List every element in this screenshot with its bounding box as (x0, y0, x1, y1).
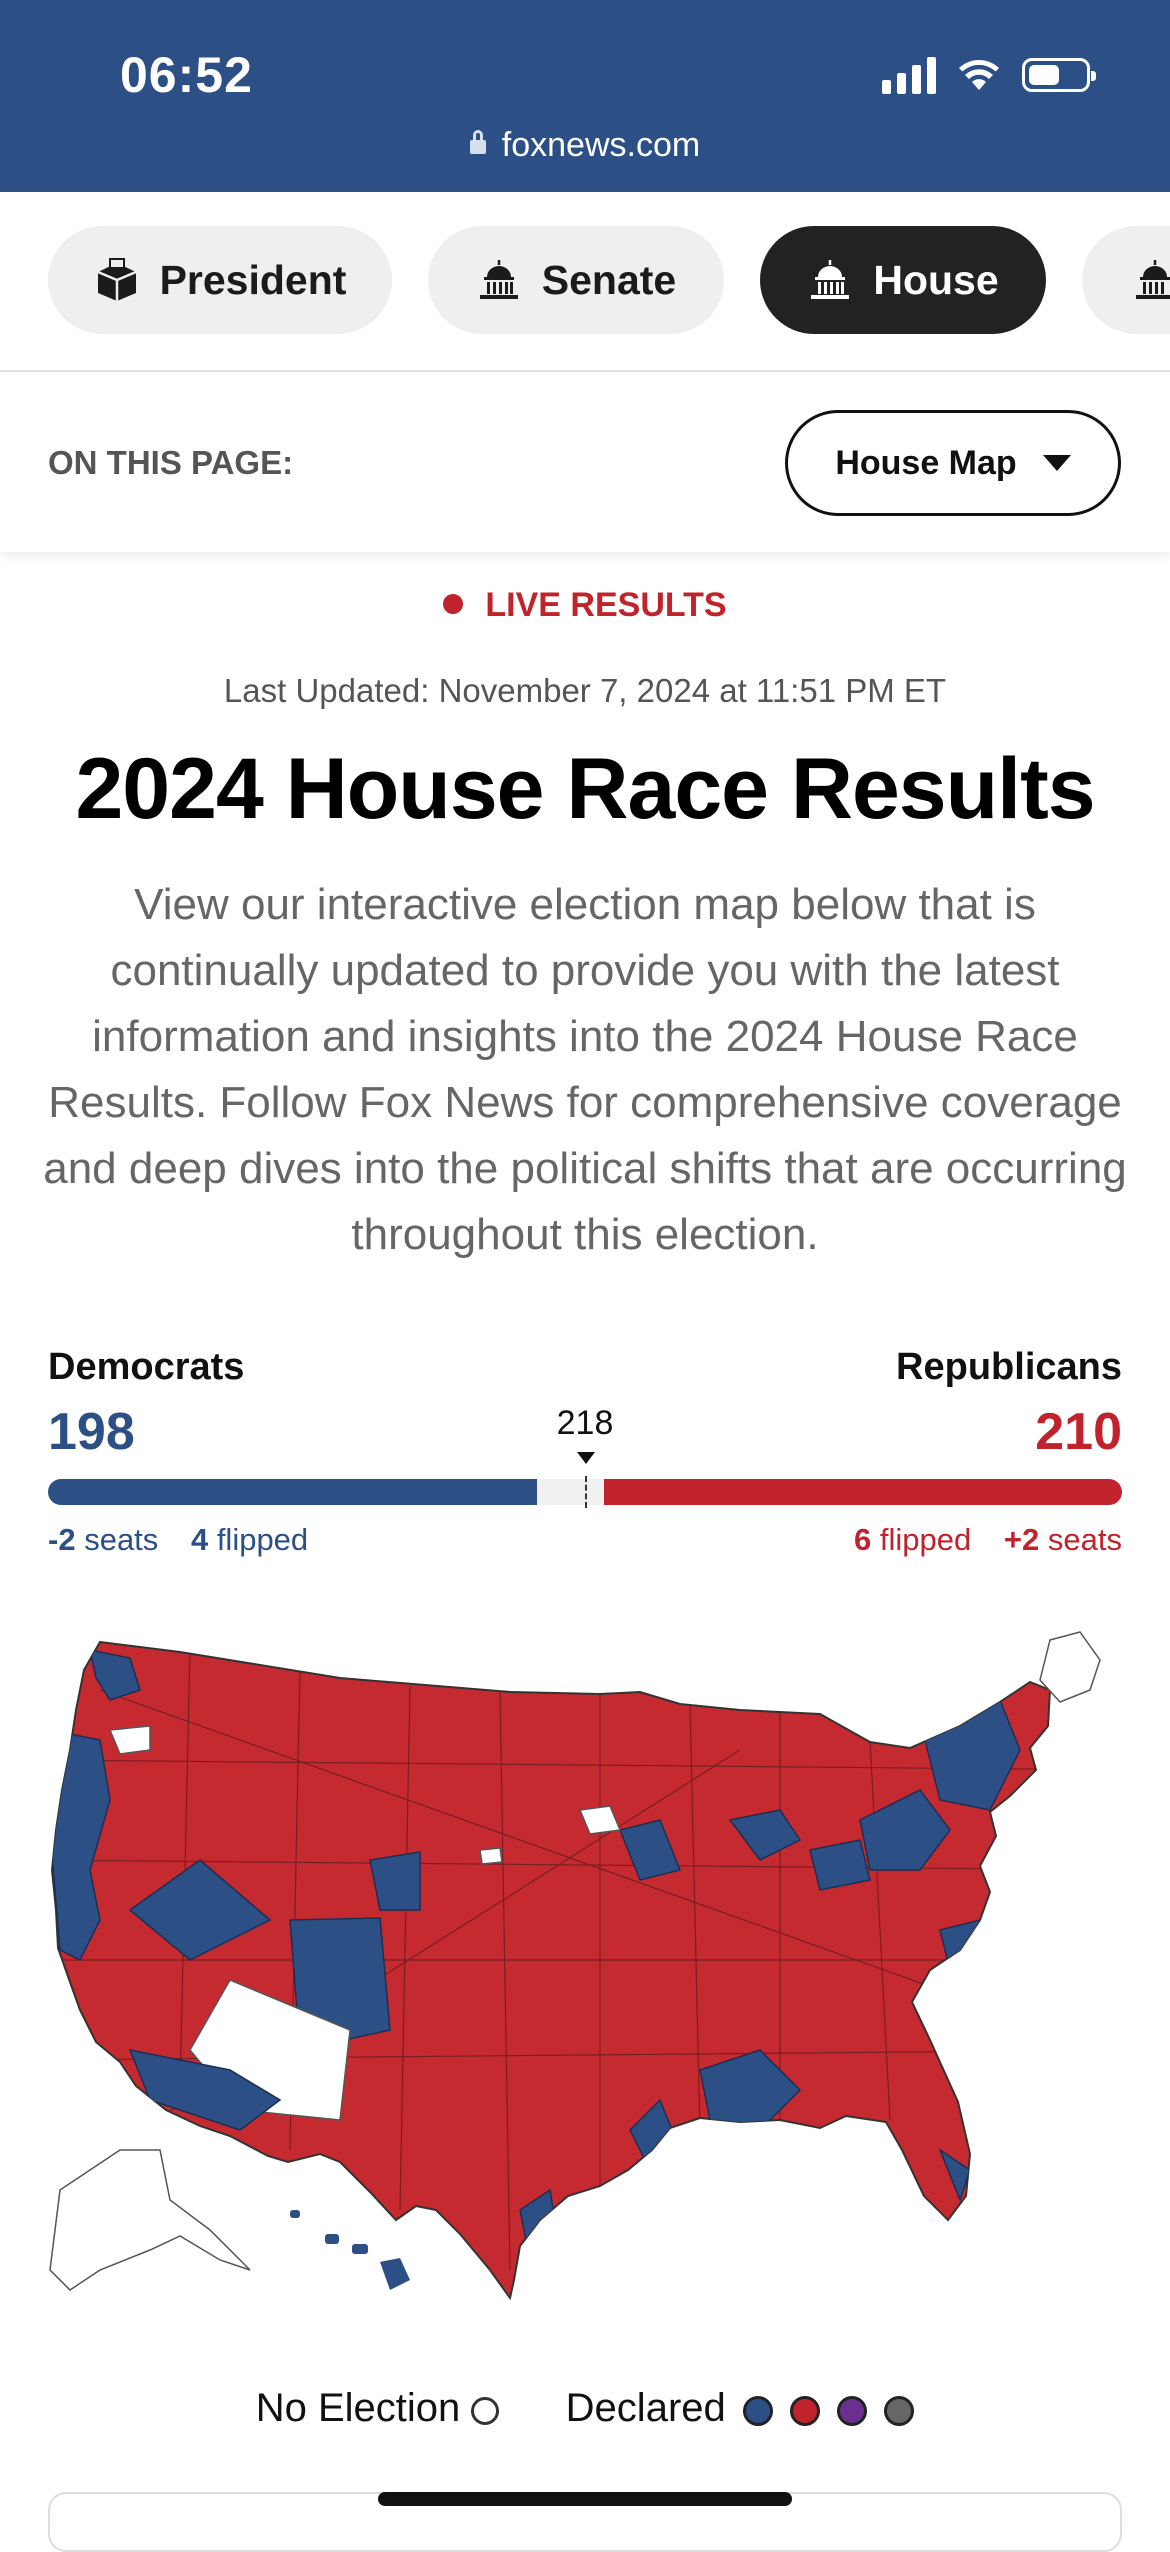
republicans-seat-change: +2 (1003, 1522, 1040, 1557)
tab-governor-partial[interactable] (1082, 226, 1170, 334)
tab-president[interactable]: President (48, 226, 392, 334)
republicans-seats-word: seats (1047, 1522, 1122, 1557)
tab-senate-label: Senate (541, 256, 677, 303)
live-dot-icon (443, 594, 464, 614)
live-results-label: LIVE RESULTS (485, 586, 727, 624)
browser-top-bar: 06:52 foxnews.com (0, 0, 1170, 192)
caret-down-icon (1042, 455, 1071, 471)
democrats-flipped-count: 4 (190, 1522, 209, 1557)
on-this-page-bar: ON THIS PAGE: House Map (0, 372, 1170, 552)
capitol-icon (479, 260, 518, 299)
capitol-icon (811, 260, 850, 299)
lock-icon (469, 130, 486, 154)
status-icons (882, 52, 1096, 98)
no-election-swatch (471, 2397, 500, 2425)
capitol-icon (1136, 260, 1170, 299)
last-updated: Last Updated: November 7, 2024 at 11:51 … (223, 672, 947, 709)
legend-no-election-label: No Election (255, 2386, 461, 2430)
tab-house-label: House (873, 256, 999, 303)
democrats-label: Democrats (48, 1346, 245, 1388)
legend-declared-label: Declared (565, 2386, 726, 2430)
race-tabs: President Senate House (0, 192, 1170, 372)
democrats-seats-word: seats (84, 1522, 159, 1557)
status-time: 06:52 (120, 47, 253, 103)
ballot-box-icon (97, 258, 137, 301)
cellular-signal-icon (882, 56, 936, 94)
map-legend: No Election Declared (0, 2386, 1170, 2431)
majority-line (585, 1476, 587, 1508)
majority-marker-icon (577, 1452, 595, 1464)
on-this-page-label: ON THIS PAGE: (48, 444, 294, 481)
tab-senate[interactable]: Senate (428, 226, 724, 334)
declared-other-swatch (837, 2396, 868, 2426)
democrats-seat-count: 198 (48, 1403, 135, 1461)
democrats-bar-segment (48, 1479, 537, 1505)
declared-republican-swatch (790, 2396, 820, 2426)
url-text: foxnews.com (501, 126, 701, 164)
battery-icon (1022, 58, 1096, 92)
page-title: 2024 House Race Results (75, 741, 1095, 837)
section-dropdown[interactable]: House Map (785, 410, 1121, 516)
home-indicator[interactable] (378, 2492, 792, 2506)
intro-paragraph: View our interactive election map below … (43, 880, 1127, 1259)
democrats-flipped-word: flipped (216, 1522, 309, 1557)
republicans-bar-segment (603, 1479, 1122, 1505)
tab-president-label: President (159, 256, 347, 303)
democrats-stats: -2 seats 4 flipped (48, 1522, 308, 1558)
house-results-map[interactable] (40, 1630, 1130, 2310)
republicans-label: Republicans (896, 1346, 1122, 1388)
address-bar[interactable]: foxnews.com (0, 126, 1170, 165)
declared-democrat-swatch (742, 2396, 773, 2426)
republicans-flipped-count: 6 (854, 1522, 872, 1557)
republicans-stats: 6 flipped +2 seats (854, 1522, 1122, 1558)
majority-threshold: 218 (556, 1404, 614, 1442)
tab-house[interactable]: House (760, 226, 1046, 334)
section-dropdown-value: House Map (835, 443, 1017, 482)
republicans-seat-count: 210 (1035, 1403, 1122, 1461)
declared-independent-swatch (884, 2396, 915, 2426)
republicans-flipped-word: flipped (879, 1522, 972, 1557)
wifi-icon (959, 60, 999, 90)
democrats-seat-change: -2 (48, 1522, 76, 1557)
live-results-badge: LIVE RESULTS (0, 586, 1170, 625)
